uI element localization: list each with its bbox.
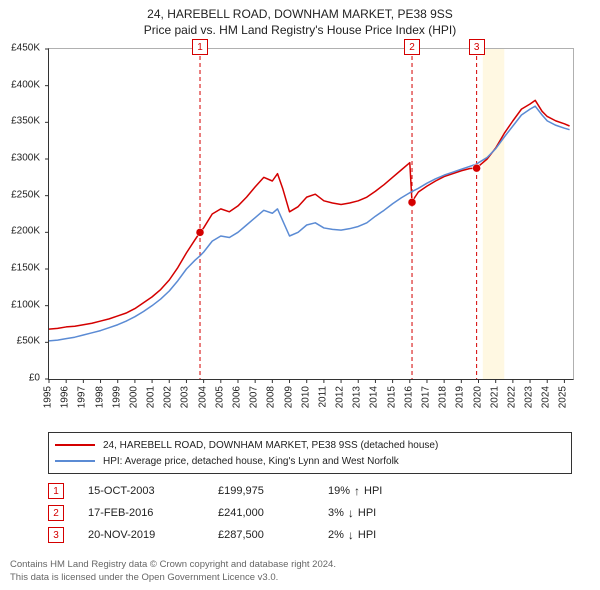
sale-pct: 3%: [328, 507, 344, 519]
x-tick-label: 2005: [214, 386, 225, 408]
x-tick-label: 2011: [317, 386, 328, 408]
sale-row: 2 17-FEB-2016£241,0003% ↓ HPI: [48, 502, 572, 524]
x-tick-label: 1997: [77, 386, 88, 408]
y-tick-label: £450K: [0, 43, 40, 54]
sale-diff: 19% ↑ HPI: [328, 484, 382, 498]
sale-date: 17-FEB-2016: [88, 507, 218, 519]
legend: 24, HAREBELL ROAD, DOWNHAM MARKET, PE38 …: [48, 432, 572, 474]
legend-item: HPI: Average price, detached house, King…: [55, 453, 565, 469]
sale-price: £199,975: [218, 485, 328, 497]
x-tick-label: 2014: [369, 386, 380, 408]
legend-swatch: [55, 444, 95, 446]
x-tick-label: 2009: [283, 386, 294, 408]
arrow-icon: ↓: [348, 528, 354, 542]
x-tick-label: 2020: [472, 386, 483, 408]
y-tick-label: £0: [0, 373, 40, 384]
sale-marker: 1: [48, 483, 64, 499]
sales-list: 1 15-OCT-2003£199,97519% ↑ HPI 2 17-FEB-2016£…: [48, 480, 572, 546]
x-tick-label: 2012: [335, 386, 346, 408]
sale-price: £287,500: [218, 529, 328, 541]
x-tick-label: 2018: [438, 386, 449, 408]
x-tick-label: 2016: [403, 386, 414, 408]
y-tick-label: £150K: [0, 263, 40, 274]
footer: Contains HM Land Registry data © Crown c…: [10, 559, 590, 584]
x-tick-label: 2019: [455, 386, 466, 408]
title-line-1: 24, HAREBELL ROAD, DOWNHAM MARKET, PE38 …: [0, 6, 600, 22]
sale-diff: 2% ↓ HPI: [328, 528, 376, 542]
legend-label: HPI: Average price, detached house, King…: [103, 456, 399, 467]
x-tick-label: 2015: [386, 386, 397, 408]
legend-label: 24, HAREBELL ROAD, DOWNHAM MARKET, PE38 …: [103, 440, 438, 451]
x-tick-label: 2004: [197, 386, 208, 408]
arrow-icon: ↑: [354, 484, 360, 498]
title-line-2: Price paid vs. HM Land Registry's House …: [0, 22, 600, 38]
x-tick-label: 2021: [489, 386, 500, 408]
sale-rel: HPI: [358, 529, 376, 541]
x-tick-label: 2000: [128, 386, 139, 408]
y-tick-label: £400K: [0, 79, 40, 90]
x-tick-label: 2017: [420, 386, 431, 408]
x-tick-label: 2023: [524, 386, 535, 408]
x-tick-label: 2003: [180, 386, 191, 408]
footer-line-1: Contains HM Land Registry data © Crown c…: [10, 559, 590, 571]
legend-item: 24, HAREBELL ROAD, DOWNHAM MARKET, PE38 …: [55, 437, 565, 453]
x-tick-label: 2022: [506, 386, 517, 408]
sale-diff: 3% ↓ HPI: [328, 506, 376, 520]
sale-rel: HPI: [364, 485, 382, 497]
sale-pct: 19%: [328, 485, 350, 497]
x-tick-label: 1995: [43, 386, 54, 408]
sale-marker: 3: [48, 527, 64, 543]
legend-swatch: [55, 460, 95, 462]
x-axis-labels: 1995199619971998199920002001200220032004…: [48, 382, 572, 432]
chart-title-block: 24, HAREBELL ROAD, DOWNHAM MARKET, PE38 …: [0, 0, 600, 38]
chart-marker-1: 1: [192, 39, 208, 55]
y-tick-label: £250K: [0, 189, 40, 200]
chart-marker-2: 2: [404, 39, 420, 55]
plot-svg: [49, 49, 573, 379]
sale-date: 15-OCT-2003: [88, 485, 218, 497]
y-axis-labels: £0£50K£100K£150K£200K£250K£300K£350K£400…: [0, 48, 44, 378]
x-tick-label: 1998: [94, 386, 105, 408]
sale-pct: 2%: [328, 529, 344, 541]
y-tick-label: £200K: [0, 226, 40, 237]
chart-area: 123: [48, 48, 574, 380]
sale-row: 1 15-OCT-2003£199,97519% ↑ HPI: [48, 480, 572, 502]
sale-marker: 2: [48, 505, 64, 521]
x-tick-label: 2007: [249, 386, 260, 408]
x-tick-label: 2008: [266, 386, 277, 408]
y-tick-label: £50K: [0, 336, 40, 347]
sale-rel: HPI: [358, 507, 376, 519]
sale-date: 20-NOV-2019: [88, 529, 218, 541]
y-tick-label: £300K: [0, 153, 40, 164]
sale-row: 3 20-NOV-2019£287,5002% ↓ HPI: [48, 524, 572, 546]
x-tick-label: 2024: [541, 386, 552, 408]
x-tick-label: 2025: [558, 386, 569, 408]
chart-marker-3: 3: [469, 39, 485, 55]
footer-line-2: This data is licensed under the Open Gov…: [10, 572, 590, 584]
x-tick-label: 2002: [163, 386, 174, 408]
x-tick-label: 2010: [300, 386, 311, 408]
sale-price: £241,000: [218, 507, 328, 519]
arrow-icon: ↓: [348, 506, 354, 520]
x-tick-label: 1999: [111, 386, 122, 408]
x-tick-label: 2001: [146, 386, 157, 408]
x-tick-label: 2006: [231, 386, 242, 408]
y-tick-label: £100K: [0, 299, 40, 310]
y-tick-label: £350K: [0, 116, 40, 127]
x-tick-label: 1996: [60, 386, 71, 408]
x-tick-label: 2013: [352, 386, 363, 408]
